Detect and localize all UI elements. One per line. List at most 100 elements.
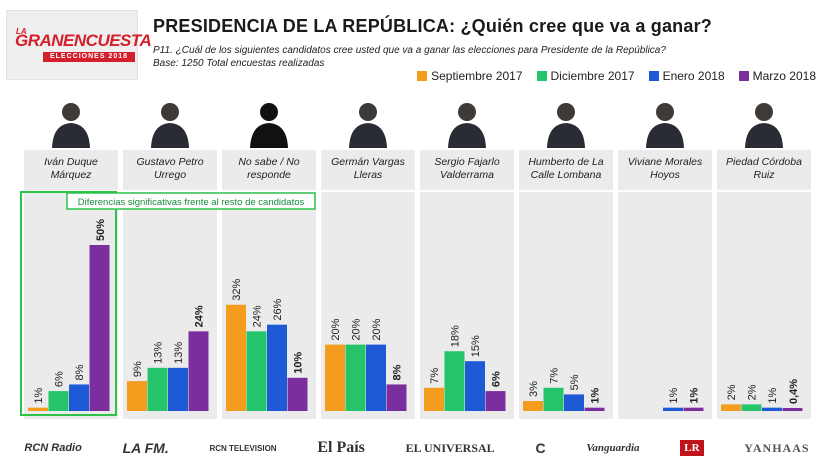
candidate-body-icon xyxy=(745,123,783,148)
bar-value-label: 1% xyxy=(689,388,701,404)
candidate-name-label: Ruiz xyxy=(753,169,775,181)
bar xyxy=(127,381,147,411)
legend-swatch-ene2018 xyxy=(648,71,659,81)
survey-logo: LA GRANENCUESTA ELECCIONES 2018 xyxy=(6,10,152,80)
bar-value-label: 13% xyxy=(153,342,165,364)
candidate-name-label: responde xyxy=(247,169,291,181)
candidate-label-panel xyxy=(717,150,811,190)
bar xyxy=(147,367,168,411)
bar xyxy=(584,407,605,411)
bar xyxy=(444,351,465,411)
candidate-body-icon xyxy=(151,123,189,148)
bar xyxy=(741,404,762,411)
bar xyxy=(683,407,704,411)
bar-value-label: 8% xyxy=(74,364,86,380)
brand-la-republica: LR xyxy=(680,440,704,456)
bar xyxy=(188,331,209,411)
legend-label-mar2018: Marzo 2018 xyxy=(752,69,816,83)
candidate-body-icon xyxy=(349,123,387,148)
bar-value-label: 1% xyxy=(668,388,680,404)
logo-subtitle: ELECCIONES 2018 xyxy=(43,52,135,62)
logo-prefix: LA xyxy=(16,27,27,36)
bar xyxy=(28,407,48,411)
legend-swatch-dic2017 xyxy=(536,71,547,81)
base-text: Base: 1250 Total encuestas realizadas xyxy=(153,58,325,69)
candidate-label-panel xyxy=(321,150,415,190)
bar-value-label: 6% xyxy=(491,371,503,387)
candidate-head-icon xyxy=(359,103,377,121)
candidate-label-panel xyxy=(420,150,514,190)
legend-item-sep2017: Septiembre 2017 xyxy=(417,69,523,83)
legend-item-dic2017: Diciembre 2017 xyxy=(536,69,635,83)
candidate-head-icon xyxy=(557,103,575,121)
bar-value-label: 7% xyxy=(549,368,561,384)
bar-value-label: 20% xyxy=(351,318,363,340)
bar xyxy=(366,344,386,411)
candidate-name-label: Iván Duque xyxy=(44,156,98,168)
bar xyxy=(564,394,584,411)
question-text: P11. ¿Cuál de los siguientes candidatos … xyxy=(153,45,666,56)
candidate-head-icon xyxy=(458,103,476,121)
bar xyxy=(543,387,564,411)
candidate-body-icon xyxy=(448,123,486,148)
plot-panel xyxy=(519,192,613,419)
candidate-name-label: Germán Vargas xyxy=(331,156,405,168)
brand-el-pais: El País xyxy=(317,439,365,456)
candidate-name-label: Viviane Morales xyxy=(628,156,703,168)
chart-title: PRESIDENCIA DE LA REPÚBLICA: ¿Quién cree… xyxy=(153,16,712,36)
brand-el-universal: EL UNIVERSAL xyxy=(405,440,495,455)
logo-title: GRANENCUESTA xyxy=(15,31,152,50)
legend-label-sep2017: Septiembre 2017 xyxy=(431,69,523,83)
bar-value-label: 1% xyxy=(33,388,45,404)
bar-value-label: 2% xyxy=(726,384,738,400)
bar-value-label: 20% xyxy=(371,318,383,340)
candidate-name-label: Calle Lombana xyxy=(531,169,602,181)
bar xyxy=(345,344,366,411)
legend-item-mar2018: Marzo 2018 xyxy=(738,69,816,83)
bar-value-label: 10% xyxy=(293,352,305,374)
candidate-body-icon xyxy=(52,123,90,148)
candidate-label-panel xyxy=(618,150,712,190)
bar xyxy=(325,344,345,411)
bar-value-label: 13% xyxy=(173,342,185,364)
candidate-name-label: No sabe / No xyxy=(238,156,299,168)
candidate-label-panel xyxy=(123,150,217,190)
candidate-head-icon xyxy=(260,103,278,121)
candidate-head-icon xyxy=(62,103,80,121)
bar xyxy=(465,361,485,411)
bar xyxy=(246,331,267,411)
brand-vanguardia: Vanguardia xyxy=(586,442,640,454)
bar-value-label: 0,4% xyxy=(788,379,800,404)
annotation-label: Diferencias significativas frente al res… xyxy=(78,197,305,208)
candidate-head-icon xyxy=(755,103,773,121)
bar xyxy=(168,367,188,411)
bar-value-label: 18% xyxy=(450,325,462,347)
bar-value-label: 20% xyxy=(330,318,342,340)
bar xyxy=(386,384,407,411)
candidate-name-label: Valderrama xyxy=(440,169,494,181)
bar-value-label: 50% xyxy=(95,219,107,241)
bar xyxy=(721,404,741,411)
bar xyxy=(762,407,782,411)
legend-item-ene2018: Enero 2018 xyxy=(648,69,725,83)
bar xyxy=(663,407,683,411)
candidate-label-panel xyxy=(519,150,613,190)
bar xyxy=(485,391,506,411)
annotation-box xyxy=(66,192,316,210)
candidate-name-label: Márquez xyxy=(51,169,93,181)
bar-value-label: 1% xyxy=(767,388,779,404)
brand-yanhaas: YANHAAS xyxy=(744,440,810,455)
bar-value-label: 5% xyxy=(569,374,581,390)
candidate-name-label: Humberto de La xyxy=(528,156,603,168)
candidate-label-panel xyxy=(222,150,316,190)
bar xyxy=(267,324,287,411)
bar xyxy=(89,245,110,411)
bar-value-label: 32% xyxy=(231,279,243,301)
bar xyxy=(69,384,89,411)
bar-value-label: 8% xyxy=(392,364,404,380)
bar-value-label: 6% xyxy=(54,371,66,387)
bar-value-label: 24% xyxy=(252,305,264,327)
bar xyxy=(424,387,444,411)
bar-value-label: 3% xyxy=(528,381,540,397)
